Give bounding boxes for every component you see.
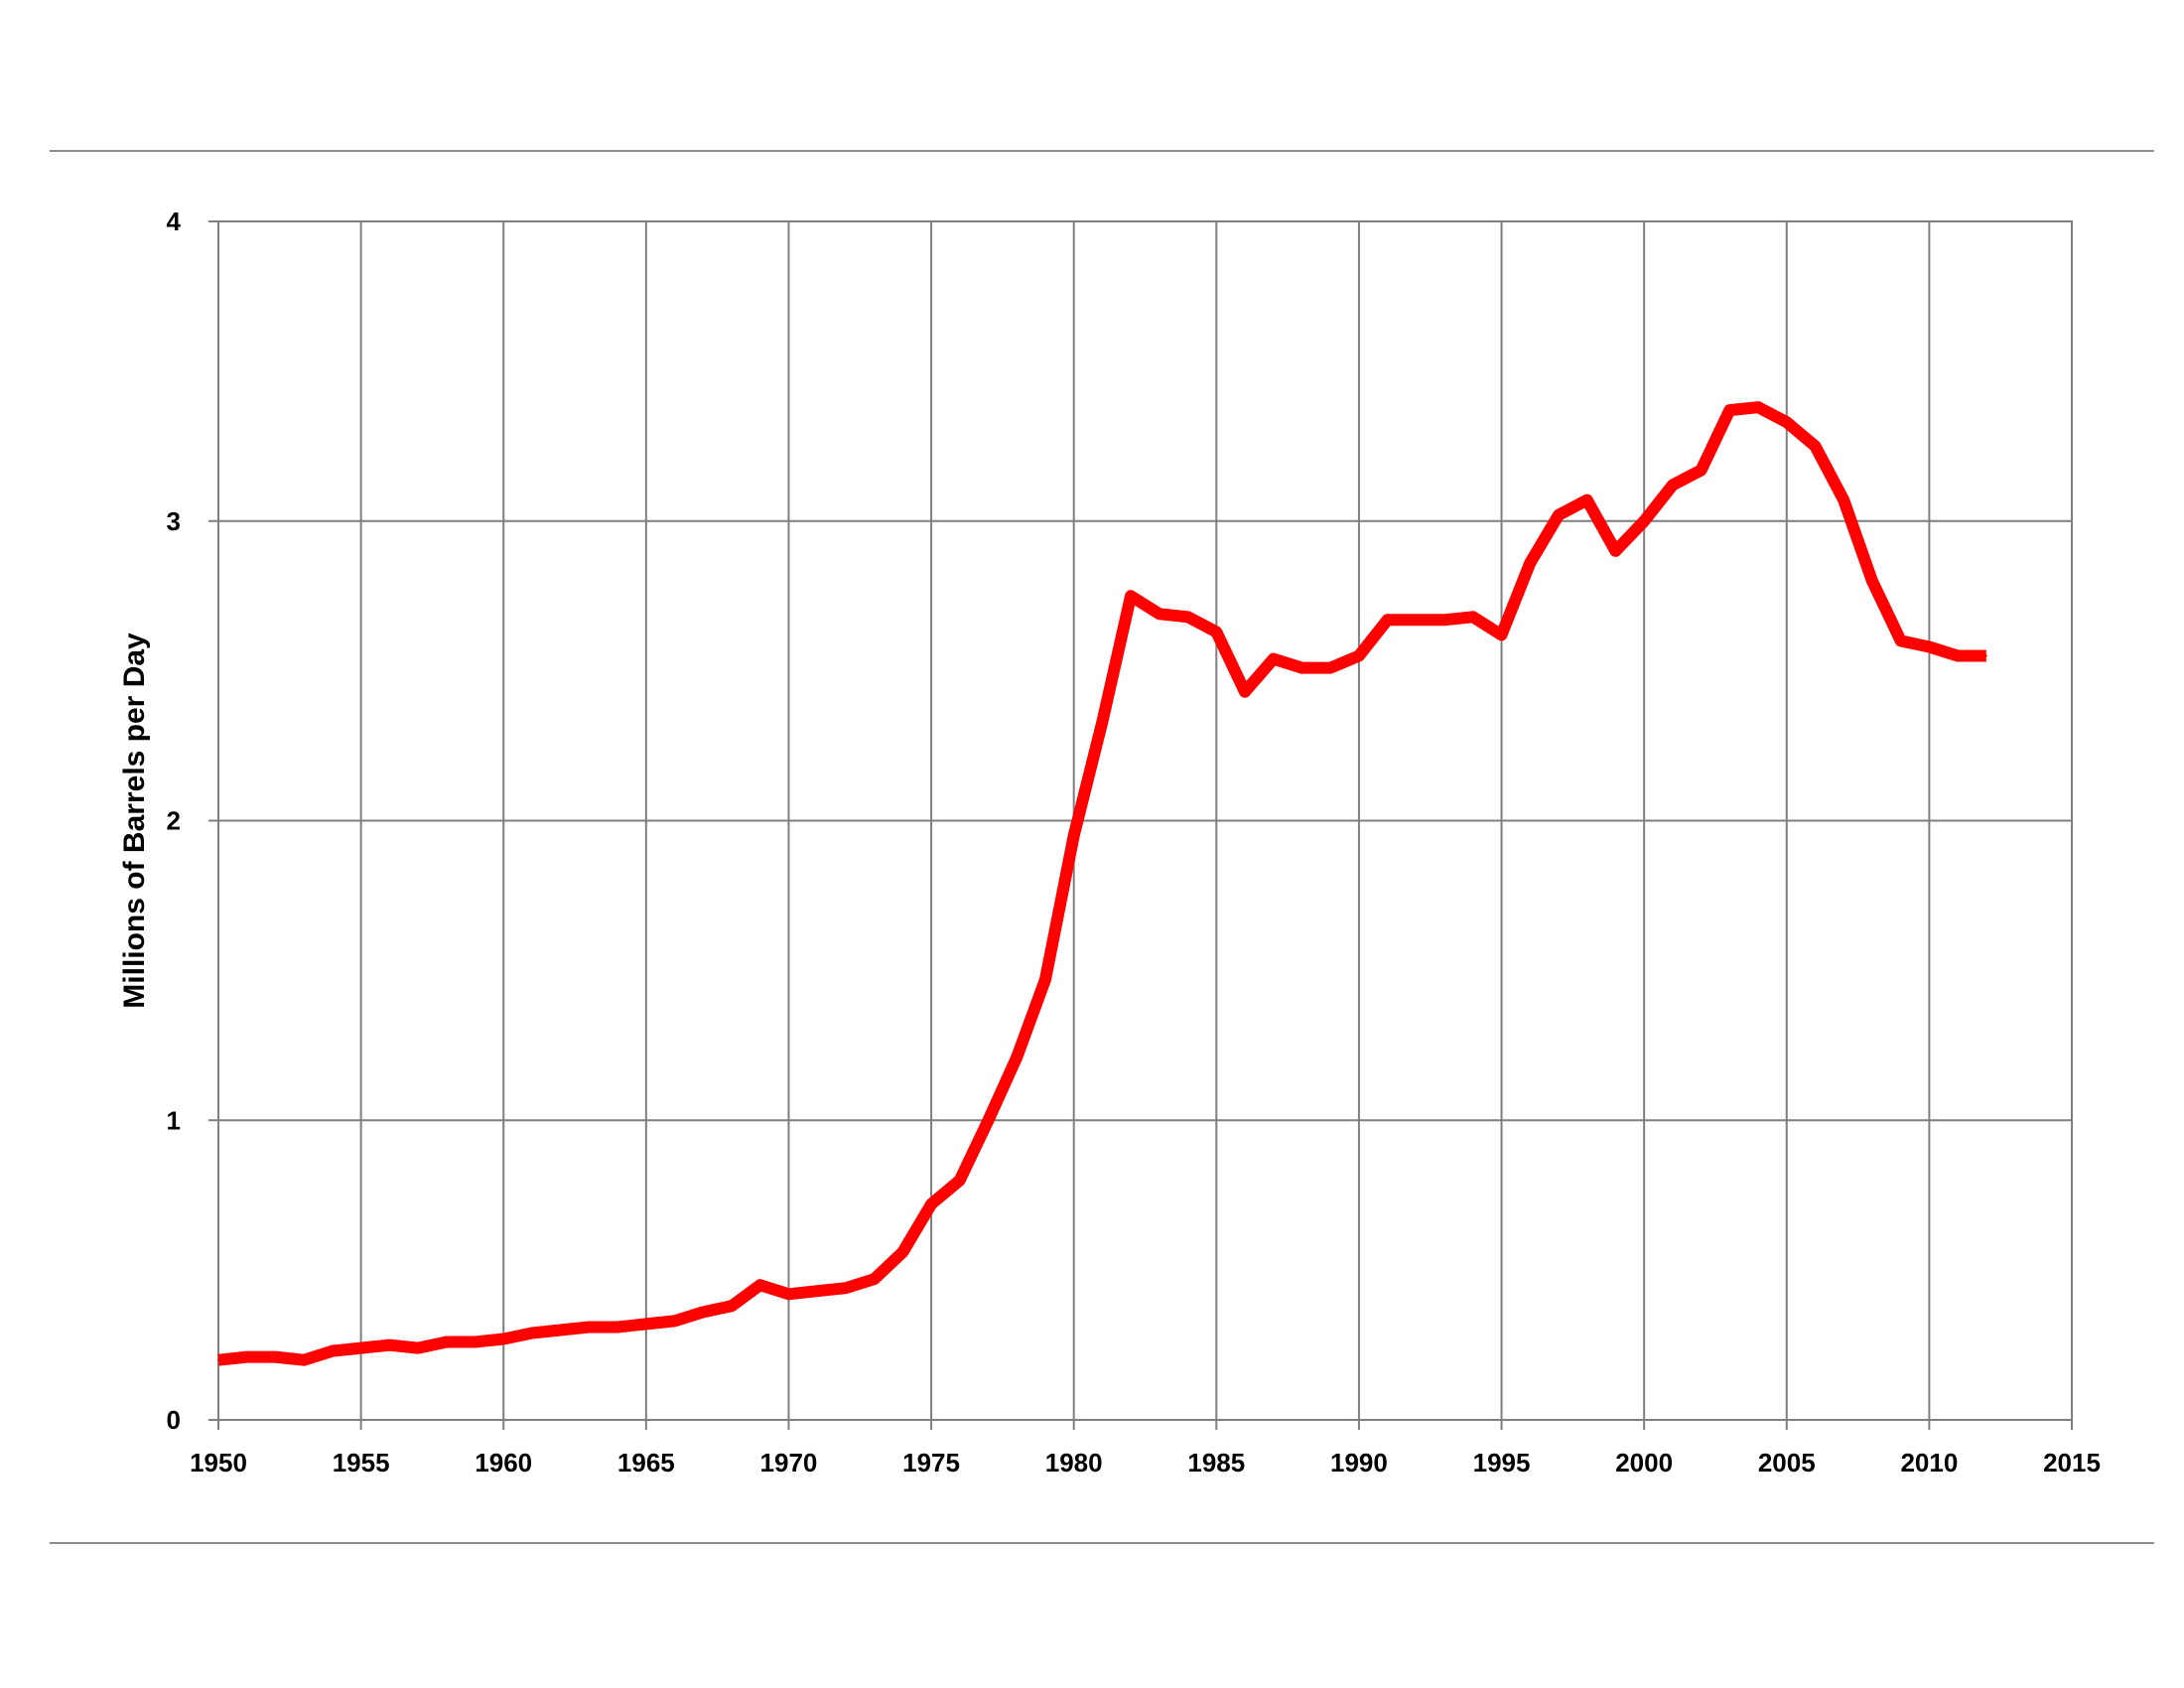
data-point	[930, 1202, 933, 1205]
data-point	[1158, 613, 1160, 616]
data-point	[1186, 616, 1189, 619]
top-divider	[50, 150, 2154, 152]
x-tick-label: 2000	[1615, 1448, 1673, 1477]
data-point	[1757, 406, 1760, 409]
grid-lines	[208, 220, 2073, 1430]
data-point	[1928, 645, 1931, 648]
data-point	[1984, 654, 1987, 657]
data-point	[1585, 498, 1588, 501]
data-point	[702, 1311, 705, 1314]
plot-area-frame	[217, 220, 2073, 1421]
data-point	[1814, 445, 1817, 448]
data-point	[1415, 619, 1418, 622]
data-point	[245, 1355, 248, 1358]
x-tick-label: 1990	[1330, 1448, 1388, 1477]
data-point	[844, 1287, 847, 1290]
x-tick-label: 2010	[1900, 1448, 1958, 1477]
data-point	[1471, 616, 1474, 619]
x-tick-label: 2005	[1758, 1448, 1816, 1477]
x-tick-label: 1975	[902, 1448, 960, 1477]
data-point	[1300, 666, 1303, 669]
data-point	[731, 1305, 734, 1308]
data-point	[1357, 654, 1360, 657]
data-point	[1072, 834, 1075, 837]
data-point	[1244, 690, 1247, 693]
data-point	[359, 1346, 362, 1349]
data-point	[673, 1320, 676, 1323]
data-point	[1785, 421, 1788, 424]
data-point	[873, 1278, 876, 1281]
y-tick-label: 1	[167, 1105, 181, 1135]
x-tick-label: 1950	[190, 1448, 247, 1477]
data-point	[644, 1323, 647, 1326]
data-point	[1272, 657, 1275, 660]
data-point	[1386, 619, 1389, 622]
data-point	[1101, 720, 1104, 723]
data-point	[1843, 498, 1845, 501]
data-point	[1643, 519, 1646, 522]
bottom-divider	[50, 1542, 2154, 1544]
data-point	[303, 1358, 306, 1361]
y-tick-label: 3	[167, 506, 181, 536]
x-axis-tick-labels: 1950 1955 1960 1965 1970 1975 1980 1985 1990 1995…	[190, 1448, 2101, 1477]
data-point	[987, 1119, 990, 1122]
data-point	[502, 1337, 505, 1340]
data-point	[1016, 1055, 1019, 1058]
x-tick-label: 1980	[1045, 1448, 1103, 1477]
y-axis-tick-labels: 0 1 2 3 4	[167, 207, 182, 1435]
data-point	[217, 1358, 219, 1361]
series-line	[217, 401, 1986, 1366]
data-point	[1671, 484, 1674, 487]
data-point	[331, 1349, 334, 1352]
y-tick-label: 4	[167, 207, 182, 236]
data-point	[1899, 639, 1902, 642]
data-point	[958, 1179, 961, 1182]
data-point	[1957, 654, 1960, 657]
data-point	[588, 1326, 591, 1329]
x-tick-label: 1960	[475, 1448, 532, 1477]
data-point	[816, 1290, 819, 1293]
data-point	[274, 1355, 277, 1358]
data-point	[1614, 549, 1617, 552]
series-layer	[217, 401, 1987, 1366]
x-tick-label: 1955	[333, 1448, 390, 1477]
data-point	[1443, 619, 1446, 622]
data-point	[1557, 513, 1560, 516]
data-point	[1130, 595, 1133, 598]
data-point	[474, 1340, 477, 1343]
x-tick-label: 1965	[617, 1448, 675, 1477]
data-point	[901, 1251, 904, 1254]
data-point	[1500, 633, 1503, 636]
data-point	[1728, 409, 1731, 412]
data-point	[1870, 580, 1873, 583]
x-tick-label: 1970	[760, 1448, 818, 1477]
data-point	[388, 1343, 391, 1346]
x-tick-label: 2015	[2043, 1448, 2101, 1477]
x-tick-label: 1995	[1473, 1448, 1531, 1477]
x-tick-label: 1985	[1187, 1448, 1245, 1477]
data-point	[530, 1332, 533, 1335]
data-point	[758, 1284, 761, 1287]
data-point	[1329, 666, 1332, 669]
data-point	[417, 1346, 420, 1349]
data-point	[616, 1326, 619, 1329]
data-point	[1043, 978, 1046, 981]
data-point	[1215, 631, 1218, 633]
y-tick-label: 2	[167, 806, 181, 836]
data-point	[1529, 561, 1532, 564]
data-point	[559, 1329, 562, 1332]
y-axis-label: Millions of Barrels per Day	[118, 633, 151, 1009]
data-point	[1700, 469, 1703, 472]
data-point	[445, 1340, 448, 1343]
data-point	[787, 1293, 790, 1296]
y-tick-label: 0	[167, 1405, 181, 1435]
